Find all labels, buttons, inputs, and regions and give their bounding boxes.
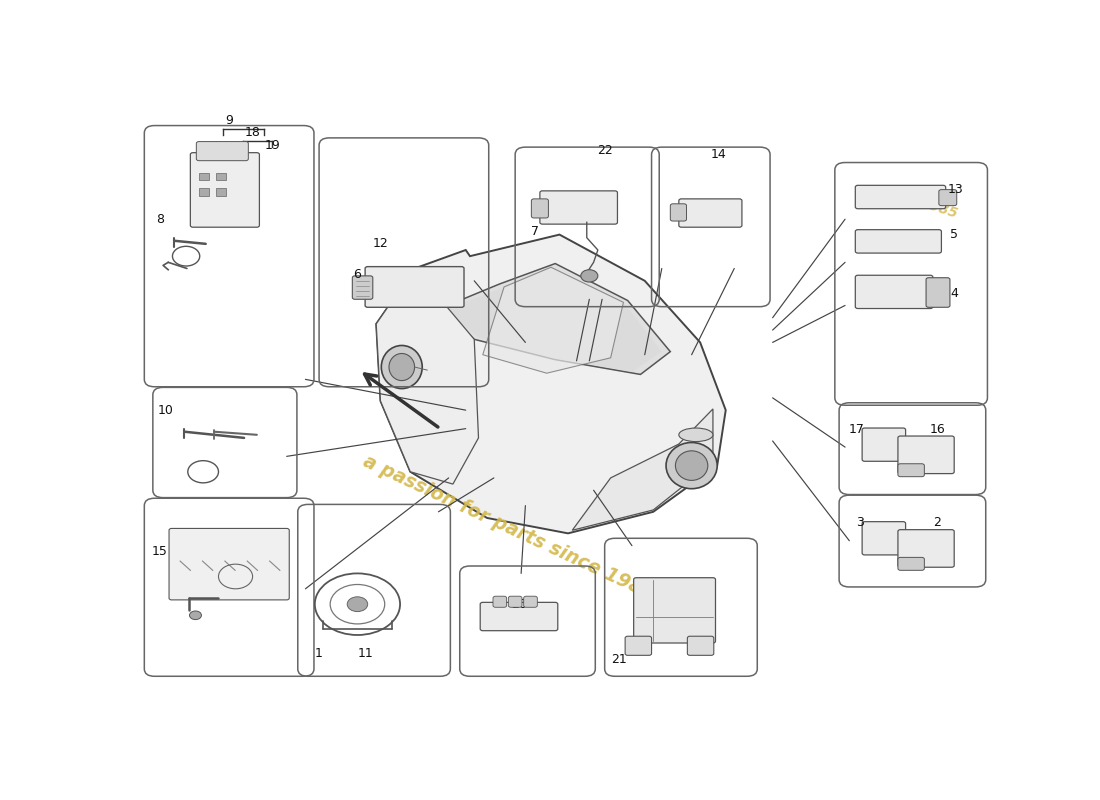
Text: 13: 13 [948, 183, 964, 196]
Text: 14: 14 [711, 148, 726, 161]
Ellipse shape [675, 451, 707, 480]
Text: 16: 16 [930, 423, 945, 436]
Text: 3: 3 [857, 516, 865, 529]
Polygon shape [376, 269, 478, 484]
Polygon shape [572, 409, 713, 530]
FancyBboxPatch shape [856, 186, 946, 209]
FancyBboxPatch shape [625, 636, 651, 655]
Text: 2: 2 [933, 516, 942, 529]
FancyBboxPatch shape [926, 278, 950, 307]
FancyBboxPatch shape [670, 204, 686, 221]
Text: 5: 5 [950, 228, 958, 241]
FancyBboxPatch shape [190, 153, 260, 227]
FancyBboxPatch shape [688, 636, 714, 655]
Ellipse shape [389, 354, 415, 381]
Text: 7: 7 [531, 225, 539, 238]
Text: 9: 9 [226, 114, 233, 127]
Text: 19: 19 [264, 138, 280, 152]
Circle shape [189, 611, 201, 619]
Ellipse shape [679, 428, 713, 442]
Polygon shape [483, 267, 624, 373]
FancyBboxPatch shape [531, 199, 549, 218]
FancyBboxPatch shape [365, 266, 464, 307]
Text: 22: 22 [597, 144, 613, 157]
Polygon shape [376, 234, 726, 534]
FancyBboxPatch shape [898, 436, 954, 474]
FancyBboxPatch shape [898, 464, 924, 477]
Bar [216, 173, 227, 180]
Ellipse shape [382, 346, 422, 389]
Text: 20: 20 [510, 598, 527, 610]
FancyBboxPatch shape [862, 428, 905, 462]
FancyBboxPatch shape [493, 596, 507, 607]
Text: 8: 8 [156, 213, 164, 226]
Bar [199, 188, 209, 196]
FancyBboxPatch shape [524, 596, 537, 607]
Text: 10: 10 [157, 404, 174, 417]
Ellipse shape [666, 442, 717, 489]
FancyBboxPatch shape [898, 558, 924, 570]
FancyBboxPatch shape [679, 199, 741, 227]
FancyBboxPatch shape [352, 276, 373, 299]
FancyBboxPatch shape [634, 578, 715, 643]
Polygon shape [444, 267, 662, 372]
FancyBboxPatch shape [938, 190, 957, 206]
Text: 21: 21 [612, 653, 627, 666]
Text: since 1985: since 1985 [876, 181, 959, 220]
Bar [199, 173, 209, 180]
Text: 6: 6 [353, 268, 362, 281]
Text: 17: 17 [848, 423, 865, 436]
FancyBboxPatch shape [862, 522, 905, 555]
Circle shape [581, 270, 598, 282]
FancyBboxPatch shape [508, 596, 522, 607]
Text: 18: 18 [244, 126, 261, 139]
FancyBboxPatch shape [196, 142, 249, 161]
Text: 11: 11 [359, 647, 374, 660]
FancyBboxPatch shape [898, 530, 954, 567]
Text: 1: 1 [315, 647, 323, 660]
FancyBboxPatch shape [481, 602, 558, 630]
Text: 4: 4 [950, 286, 958, 300]
Text: 15: 15 [152, 546, 167, 558]
FancyBboxPatch shape [856, 230, 942, 253]
Bar [216, 188, 227, 196]
FancyBboxPatch shape [856, 275, 933, 309]
Text: a passion for parts since 1985: a passion for parts since 1985 [360, 451, 657, 603]
FancyBboxPatch shape [169, 529, 289, 600]
Circle shape [348, 597, 367, 611]
FancyBboxPatch shape [540, 191, 617, 224]
Text: 12: 12 [373, 238, 388, 250]
Polygon shape [440, 263, 670, 374]
